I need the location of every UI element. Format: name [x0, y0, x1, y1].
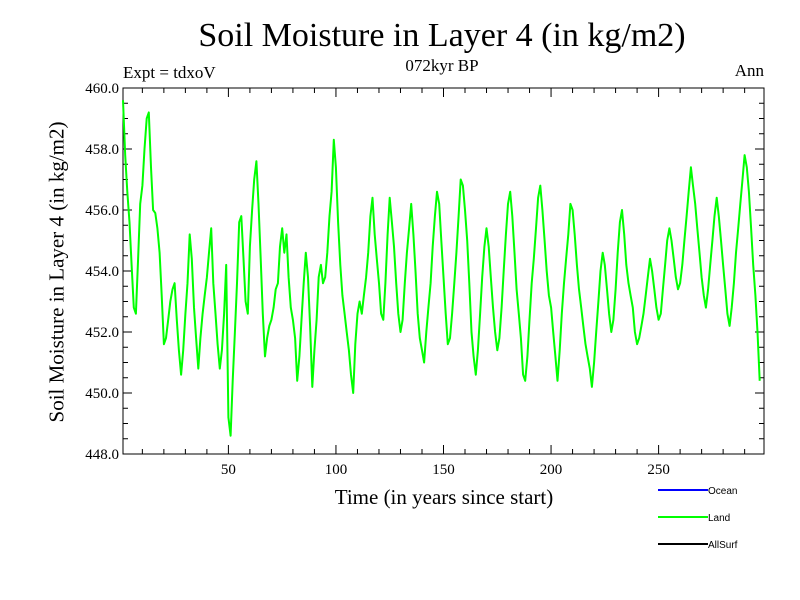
y-tick-label: 448.0 — [85, 447, 119, 463]
y-tick-label: 454.0 — [85, 264, 119, 280]
chart-title: Soil Moisture in Layer 4 (in kg/m2) — [198, 17, 686, 54]
x-tick-label: 100 — [325, 462, 348, 478]
chart-subtitle: 072kyr BP — [405, 56, 479, 75]
x-tick-label: 150 — [432, 462, 455, 478]
series-line-land — [122, 100, 761, 437]
x-tick-label: 50 — [221, 462, 236, 478]
legend-label-ocean: Ocean — [708, 486, 737, 497]
y-tick-label: 450.0 — [85, 386, 119, 402]
x-tick-label: 250 — [647, 462, 670, 478]
experiment-label: Expt = tdxoV — [123, 63, 216, 82]
season-label: Ann — [734, 61, 764, 80]
x-tick-label: 200 — [540, 462, 563, 478]
x-axis-label: Time (in years since start) — [334, 485, 554, 509]
y-tick-label: 460.0 — [85, 81, 119, 97]
x-axis: 50 100 150 200 250 — [141, 88, 746, 478]
legend: Ocean Land AllSurf — [658, 486, 738, 551]
legend-label-allsurf: AllSurf — [708, 540, 738, 551]
y-tick-label: 458.0 — [85, 142, 119, 158]
y-tick-label: 456.0 — [85, 203, 119, 219]
y-tick-label: 452.0 — [85, 325, 119, 341]
y-axis: 448.0 450.0 452.0 454.0 456.0 458.0 460.0 — [85, 81, 764, 463]
series-layer — [122, 100, 761, 437]
legend-label-land: Land — [708, 513, 730, 524]
